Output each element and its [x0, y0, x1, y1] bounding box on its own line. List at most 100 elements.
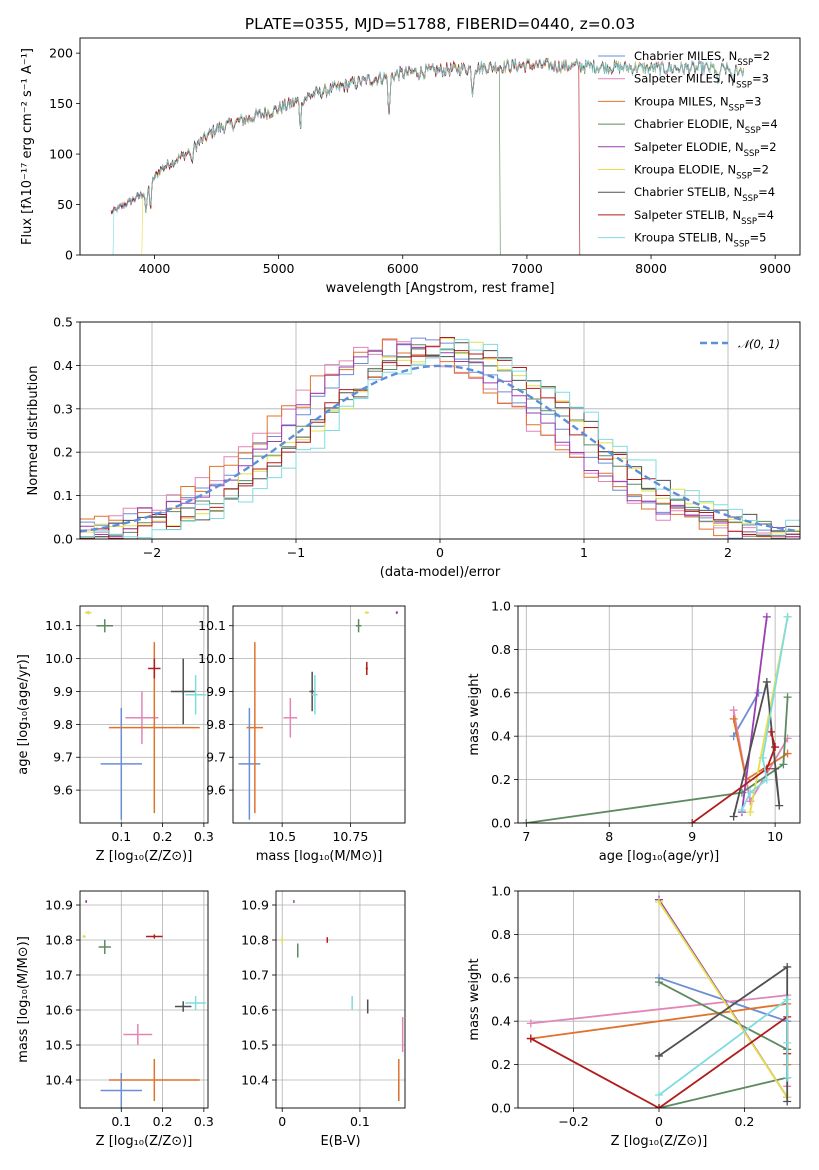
y-tick-label: 10.4 [45, 1073, 73, 1088]
y-tick-label: 150 [49, 96, 73, 111]
axes-frame [79, 605, 209, 824]
x-tick-label: 0.1 [111, 1114, 131, 1129]
weight-marker-6-2 [783, 1097, 792, 1106]
x-tick-label: 10.5 [268, 829, 296, 844]
weight-marker-7-3 [766, 727, 775, 736]
mass_vs_Z-panel: 0.1 0.2 0.3 10.4 10.5 10.6 10.7 10.8 10.9 Z [log₁… [16, 890, 214, 1149]
spectrum-line-5 [111, 57, 744, 255]
y-tick-label: 0.0 [491, 1101, 511, 1116]
x-tick-label: 7000 [511, 261, 543, 276]
y-tick-label: 10.7 [45, 968, 73, 983]
legend-label-normal: 𝒩(0, 1) [738, 337, 780, 351]
spectrum-line-8 [111, 57, 744, 255]
y-tick-label: 0.1 [53, 488, 73, 503]
normal-reference-curve [80, 364, 798, 533]
y-tick-label: 10.5 [45, 1038, 73, 1053]
weight_vs_age-panel: 7 8 9 10 0.0 0.2 0.4 0.6 0.8 1.0 age [log₁₀(age/yr… [467, 599, 801, 864]
axes-frame [79, 37, 801, 256]
axes-frame [232, 605, 406, 824]
mass_vs_EBV-xlabel: E(B-V) [320, 1134, 360, 1149]
weight-series-8 [658, 997, 789, 1096]
y-tick-label: 9.9 [53, 684, 73, 699]
x-tick-label: 0.1 [350, 1114, 370, 1129]
x-tick-label: 0.2 [153, 1114, 173, 1129]
weight-series-5 [658, 901, 788, 1098]
x-tick-label: 4000 [139, 261, 171, 276]
figure-title: PLATE=0355, MJD=51788, FIBERID=0440, z=0… [245, 15, 635, 33]
y-tick-label: 0.0 [53, 532, 73, 547]
legend-label-5: Kroupa ELODIE, NSSP=2 [634, 163, 769, 182]
y-tick-label: 10.8 [45, 933, 73, 948]
x-tick-label: 1 [580, 545, 588, 560]
weight_vs_age-ylabel: mass weight [467, 673, 482, 755]
histogram-2 [80, 338, 800, 539]
y-tick-label: 10.6 [241, 1003, 269, 1018]
weight-marker-7-2 [771, 743, 780, 752]
x-tick-label: −1 [287, 545, 305, 560]
spectrum-panel: 4000 5000 6000 7000 8000 9000 0 50 100 150 200 wave… [20, 37, 801, 296]
age_vs_mass-plot-area [238, 611, 398, 820]
spectrum-line-7 [110, 58, 744, 255]
x-tick-label: 0 [436, 545, 444, 560]
y-tick-label: 50 [57, 197, 73, 212]
legend-label-4: Salpeter ELODIE, NSSP=2 [634, 140, 777, 159]
y-tick-label: 9.6 [53, 783, 73, 798]
y-tick-label: 9.7 [206, 750, 226, 765]
y-tick-label: 10.4 [241, 1073, 269, 1088]
weight-marker-7-0 [526, 1034, 535, 1043]
y-tick-label: 10.0 [45, 651, 73, 666]
x-tick-label: 9 [688, 829, 696, 844]
y-tick-label: 100 [49, 147, 73, 162]
weight-marker-8-2 [762, 775, 771, 784]
residuals-xlabel: (data-model)/error [380, 565, 501, 580]
y-tick-label: 0.8 [491, 927, 511, 942]
x-tick-label: 0 [655, 1114, 663, 1129]
y-tick-label: 10.8 [241, 933, 269, 948]
weight-marker-1-0 [526, 1019, 535, 1028]
age_vs_Z-xlabel: Z [log₁₀(Z/Z⊙)] [96, 849, 193, 864]
mass_vs_Z-xlabel: Z [log₁₀(Z/Z⊙)] [96, 1134, 193, 1149]
spectrum-xlabel: wavelength [Angstrom, rest frame] [326, 281, 555, 296]
weight-marker-6-3 [771, 764, 780, 773]
y-tick-label: 0.2 [53, 445, 73, 460]
weight-marker-8-1 [746, 788, 755, 797]
y-tick-label: 1.0 [491, 884, 511, 899]
weight-marker-6-0 [729, 812, 738, 821]
legend-label-3: Chabrier ELODIE, NSSP=4 [634, 117, 778, 136]
y-tick-label: 0.5 [53, 315, 73, 330]
age_vs_Z-ylabel: age [log₁₀(age/yr)] [16, 654, 31, 775]
weight-marker-3-3 [655, 978, 663, 987]
axes-frame [517, 605, 801, 824]
residuals-legend: 𝒩(0, 1) [700, 337, 780, 351]
y-tick-label: 0.3 [53, 401, 73, 416]
y-tick-label: 9.8 [206, 717, 226, 732]
x-tick-label: 5000 [263, 261, 295, 276]
weight-marker-7-0 [688, 819, 697, 823]
weight-marker-4-1 [762, 612, 771, 621]
weight-marker-0-0 [754, 688, 763, 697]
weight-marker-8-3 [783, 1073, 792, 1082]
weight-marker-3-3 [783, 693, 792, 702]
weight-marker-8-0 [737, 805, 746, 814]
x-tick-label: 0.2 [735, 1114, 755, 1129]
spectrum-ylabel: Flux [fλ10⁻¹⁷ erg cm⁻² s⁻¹ A⁻¹] [20, 48, 35, 245]
weight-series-6 [732, 681, 781, 817]
x-tick-label: 0 [278, 1114, 286, 1129]
weight-marker-8-0 [655, 1090, 663, 1099]
y-tick-label: 10.9 [45, 898, 73, 913]
y-tick-label: 10.6 [45, 1003, 73, 1018]
age_vs_mass-xlabel: mass [log₁₀(M/M⊙)] [256, 849, 383, 864]
x-tick-label: 10 [767, 829, 783, 844]
x-tick-label: 8000 [635, 261, 667, 276]
axes-frame [275, 890, 406, 1109]
weight-marker-6-1 [783, 962, 792, 971]
y-tick-label: 1.0 [491, 599, 511, 614]
x-tick-label: −0.2 [558, 1114, 588, 1129]
weight-marker-8-2 [783, 1038, 792, 1047]
y-tick-label: 9.6 [206, 783, 226, 798]
weight-marker-6-0 [655, 1051, 663, 1060]
y-tick-label: 0.0 [491, 816, 511, 831]
y-tick-label: 0.8 [491, 642, 511, 657]
